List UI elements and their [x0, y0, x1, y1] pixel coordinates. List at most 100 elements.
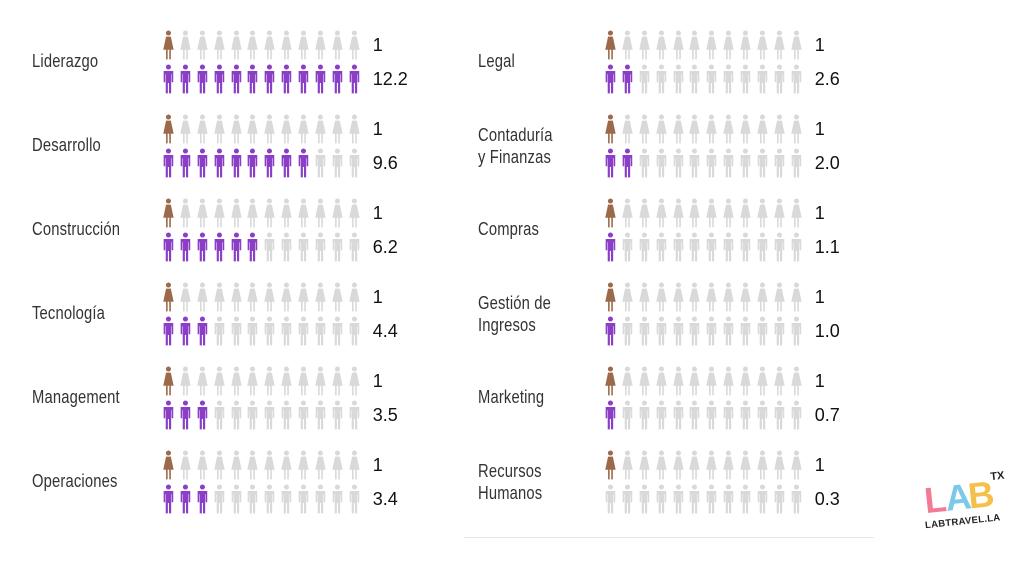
women-row: 1: [602, 364, 840, 398]
women-row: 1: [602, 28, 840, 62]
man-icon: [312, 315, 329, 347]
man-icon: [636, 147, 653, 179]
woman-icon: [244, 29, 261, 61]
men-value: 0.7: [814, 405, 840, 425]
category-group: Desarrollo 1 9.6: [0, 112, 470, 182]
woman-icon: [737, 197, 754, 229]
woman-icon: [295, 281, 312, 313]
woman-icon: [329, 281, 346, 313]
category-group: Tecnología 1 4.4: [0, 280, 470, 350]
woman-icon: [211, 197, 228, 229]
man-icon: [636, 315, 653, 347]
woman-icon: [636, 197, 653, 229]
man-icon: [771, 63, 788, 95]
man-icon: [244, 231, 261, 263]
men-value: 2.0: [814, 153, 840, 173]
man-icon: [771, 483, 788, 515]
man-icon: [670, 147, 687, 179]
woman-icon: [670, 113, 687, 145]
men-row: 4.4: [160, 314, 398, 348]
man-icon: [346, 231, 363, 263]
woman-icon: [602, 29, 619, 61]
woman-icon: [177, 29, 194, 61]
man-icon: [703, 315, 720, 347]
man-icon: [653, 231, 670, 263]
man-icon: [278, 63, 295, 95]
divider-line: [464, 537, 874, 538]
men-value: 3.5: [372, 405, 398, 425]
man-icon: [670, 315, 687, 347]
category-group: Contaduría y Finanzas 1 2.0: [462, 112, 882, 182]
woman-icon: [602, 197, 619, 229]
woman-icon: [194, 449, 211, 481]
man-icon: [720, 231, 737, 263]
man-icon: [211, 147, 228, 179]
women-row: 1: [160, 364, 398, 398]
man-icon: [329, 315, 346, 347]
men-row: 2.6: [602, 62, 840, 96]
woman-icon: [771, 197, 788, 229]
woman-icon: [244, 197, 261, 229]
man-icon: [720, 483, 737, 515]
woman-icon: [211, 281, 228, 313]
woman-icon: [346, 449, 363, 481]
woman-icon: [312, 113, 329, 145]
man-icon: [211, 63, 228, 95]
woman-icon: [160, 281, 177, 313]
woman-icon: [737, 281, 754, 313]
woman-icon: [329, 365, 346, 397]
woman-icon: [160, 113, 177, 145]
men-row: 3.5: [160, 398, 398, 432]
woman-icon: [771, 365, 788, 397]
man-icon: [295, 147, 312, 179]
man-icon: [160, 399, 177, 431]
woman-icon: [602, 113, 619, 145]
man-icon: [177, 63, 194, 95]
woman-icon: [194, 197, 211, 229]
women-value: 1: [372, 35, 383, 55]
man-icon: [194, 147, 211, 179]
woman-icon: [737, 113, 754, 145]
men-row: 3.4: [160, 482, 398, 516]
man-icon: [737, 147, 754, 179]
woman-icon: [653, 113, 670, 145]
category-label: Gestión de Ingresos: [478, 293, 552, 335]
man-icon: [160, 63, 177, 95]
woman-icon: [788, 197, 805, 229]
women-value: 1: [372, 119, 383, 139]
man-icon: [788, 483, 805, 515]
labtravel-logo: L A B TX LABTRAVEL.LA: [919, 470, 1012, 553]
women-row: 1: [160, 196, 398, 230]
woman-icon: [312, 365, 329, 397]
man-icon: [602, 147, 619, 179]
man-icon: [278, 147, 295, 179]
woman-icon: [686, 29, 703, 61]
man-icon: [788, 147, 805, 179]
man-icon: [346, 483, 363, 515]
man-icon: [329, 231, 346, 263]
man-icon: [703, 63, 720, 95]
woman-icon: [788, 281, 805, 313]
woman-icon: [194, 281, 211, 313]
woman-icon: [720, 197, 737, 229]
woman-icon: [602, 365, 619, 397]
man-icon: [754, 399, 771, 431]
woman-icon: [346, 281, 363, 313]
woman-icon: [737, 449, 754, 481]
category-label: Tecnología: [32, 303, 106, 323]
man-icon: [703, 399, 720, 431]
women-value: 1: [814, 371, 825, 391]
man-icon: [737, 231, 754, 263]
woman-icon: [194, 29, 211, 61]
woman-icon: [636, 365, 653, 397]
man-icon: [295, 315, 312, 347]
women-row: 1: [160, 112, 398, 146]
woman-icon: [754, 449, 771, 481]
man-icon: [619, 483, 636, 515]
man-icon: [295, 231, 312, 263]
man-icon: [619, 231, 636, 263]
man-icon: [312, 63, 329, 95]
men-value: 12.2: [372, 69, 408, 89]
man-icon: [346, 147, 363, 179]
category-group: Management 1 3.5: [0, 364, 470, 434]
